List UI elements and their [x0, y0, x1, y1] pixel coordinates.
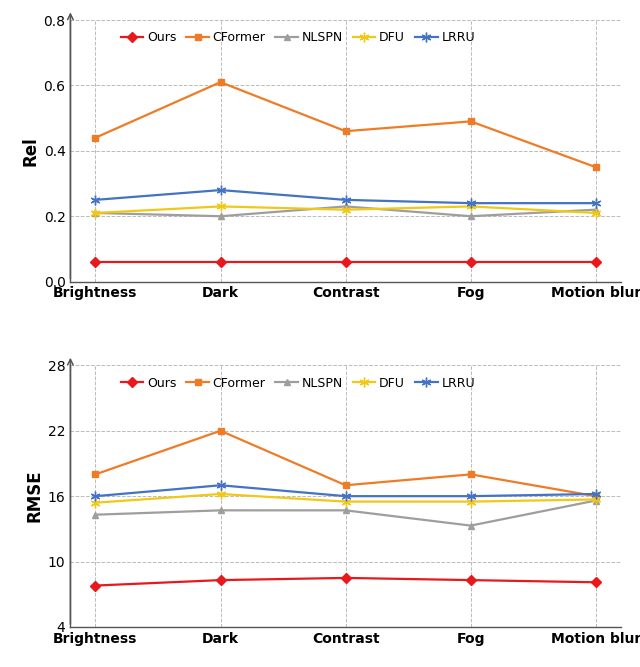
DFU	[467, 498, 474, 506]
LRRU	[592, 490, 600, 498]
Ours	[217, 258, 225, 266]
CFormer	[467, 117, 474, 125]
Line: LRRU: LRRU	[90, 480, 601, 501]
Ours	[592, 578, 600, 586]
Line: Ours: Ours	[92, 574, 599, 589]
DFU	[342, 498, 349, 506]
Y-axis label: Rel: Rel	[21, 136, 40, 165]
Line: CFormer: CFormer	[92, 79, 599, 171]
CFormer	[217, 78, 225, 86]
CFormer	[342, 127, 349, 135]
Line: DFU: DFU	[90, 489, 601, 508]
Ours	[342, 574, 349, 582]
Y-axis label: RMSE: RMSE	[26, 470, 44, 522]
LRRU	[342, 196, 349, 204]
NLSPN	[92, 511, 99, 519]
NLSPN	[467, 522, 474, 530]
CFormer	[92, 134, 99, 142]
LRRU	[92, 492, 99, 500]
LRRU	[592, 199, 600, 207]
NLSPN	[92, 209, 99, 217]
NLSPN	[342, 506, 349, 514]
CFormer	[592, 492, 600, 500]
Legend: Ours, CFormer, NLSPN, DFU, LRRU: Ours, CFormer, NLSPN, DFU, LRRU	[121, 31, 475, 45]
CFormer	[467, 470, 474, 478]
DFU	[342, 205, 349, 213]
LRRU	[217, 482, 225, 490]
LRRU	[467, 199, 474, 207]
Line: Ours: Ours	[92, 259, 599, 265]
CFormer	[92, 470, 99, 478]
NLSPN	[217, 506, 225, 514]
DFU	[467, 202, 474, 210]
LRRU	[92, 196, 99, 204]
NLSPN	[342, 202, 349, 210]
DFU	[92, 499, 99, 507]
Line: NLSPN: NLSPN	[92, 203, 599, 219]
Ours	[467, 576, 474, 584]
CFormer	[342, 482, 349, 490]
Legend: Ours, CFormer, NLSPN, DFU, LRRU: Ours, CFormer, NLSPN, DFU, LRRU	[121, 377, 475, 390]
DFU	[217, 490, 225, 498]
LRRU	[342, 492, 349, 500]
DFU	[92, 209, 99, 217]
CFormer	[592, 163, 600, 171]
NLSPN	[592, 496, 600, 504]
Ours	[342, 258, 349, 266]
Line: LRRU: LRRU	[90, 185, 601, 208]
Line: NLSPN: NLSPN	[92, 497, 599, 529]
LRRU	[217, 186, 225, 194]
Ours	[92, 258, 99, 266]
LRRU	[467, 492, 474, 500]
Ours	[592, 258, 600, 266]
Line: DFU: DFU	[90, 201, 601, 218]
CFormer	[217, 427, 225, 435]
Ours	[92, 582, 99, 590]
NLSPN	[592, 205, 600, 213]
DFU	[592, 209, 600, 217]
DFU	[217, 202, 225, 210]
DFU	[592, 496, 600, 504]
Line: CFormer: CFormer	[92, 428, 599, 500]
Ours	[217, 576, 225, 584]
Ours	[467, 258, 474, 266]
NLSPN	[467, 212, 474, 220]
NLSPN	[217, 212, 225, 220]
